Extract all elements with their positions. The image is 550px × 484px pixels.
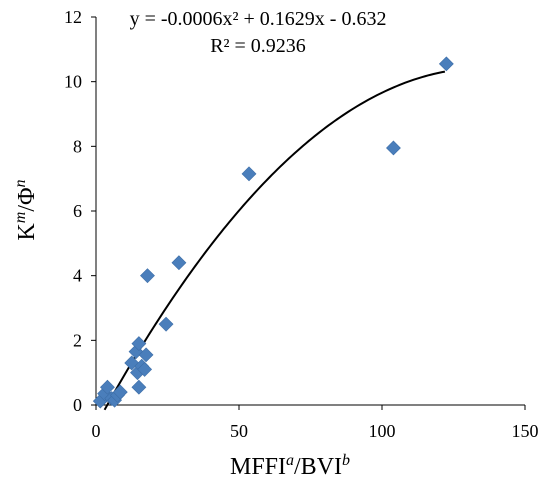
trendline-curve xyxy=(103,70,446,411)
data-point xyxy=(112,384,128,400)
x-tick-label: 150 xyxy=(512,421,539,441)
data-point xyxy=(140,268,155,284)
x-tick-label: 50 xyxy=(230,421,248,441)
y-tick-label: 2 xyxy=(73,330,82,350)
ticks-layer: 0 50 100 150 0 2 4 6 8 10 12 xyxy=(64,7,539,441)
y-tick-label: 0 xyxy=(73,395,82,415)
x-tick-label: 0 xyxy=(92,421,101,441)
y-axis-title-phi: /Φ xyxy=(14,187,40,211)
data-point xyxy=(171,255,187,271)
x-axis-title: MFFIa/BVIb xyxy=(230,452,350,480)
y-tick-label: 6 xyxy=(73,201,82,221)
y-axis-title-base: K xyxy=(14,223,40,241)
y-axis-title-sup-m: m xyxy=(12,212,29,224)
data-point xyxy=(241,166,257,182)
text-layer: y = -0.0006x² + 0.1629x - 0.632 R² = 0.9… xyxy=(12,8,386,480)
data-point xyxy=(131,336,147,351)
x-axis-title-base: MFFI xyxy=(230,454,286,480)
y-tick-label: 12 xyxy=(64,7,82,27)
data-points-layer xyxy=(92,56,454,409)
trendline-layer xyxy=(103,70,446,411)
x-axis-title-bvi: /BVI xyxy=(294,454,342,480)
data-point xyxy=(386,140,401,156)
data-point xyxy=(137,362,153,377)
y-tick-label: 10 xyxy=(64,72,82,92)
data-point xyxy=(131,379,147,395)
y-tick-label: 4 xyxy=(73,266,82,286)
x-tick-label: 100 xyxy=(369,421,396,441)
y-tick-label: 8 xyxy=(73,136,82,156)
data-point xyxy=(100,379,115,395)
data-point xyxy=(158,316,174,332)
axes-layer xyxy=(95,17,525,406)
r-squared-label: R² = 0.9236 xyxy=(210,35,306,57)
trendline-equation: y = -0.0006x² + 0.1629x - 0.632 xyxy=(130,8,387,30)
data-point xyxy=(438,56,454,72)
y-axis-title-sup-n: n xyxy=(12,179,29,187)
x-axis-title-sup-a: a xyxy=(286,452,294,469)
y-axis-title: Km/Φn xyxy=(12,179,40,240)
x-axis-title-sup-b: b xyxy=(342,452,350,469)
data-point xyxy=(138,347,154,363)
